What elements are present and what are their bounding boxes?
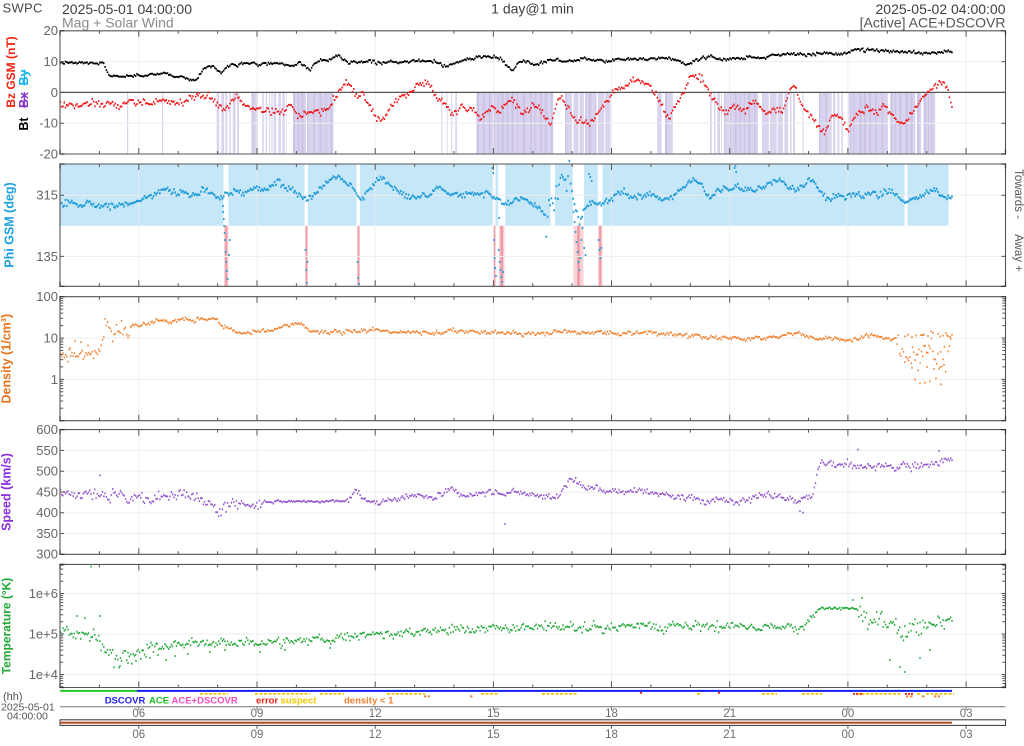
svg-text:550: 550: [36, 443, 58, 458]
svg-text:00: 00: [842, 708, 855, 720]
svg-text:15: 15: [487, 708, 500, 720]
svg-text:06: 06: [132, 729, 145, 741]
svg-text:135: 135: [36, 249, 58, 264]
svg-text:600: 600: [36, 422, 58, 437]
svg-text:20: 20: [44, 23, 58, 38]
svg-text:21: 21: [723, 708, 736, 720]
svg-text:00: 00: [842, 729, 855, 741]
svg-text:450: 450: [36, 484, 58, 499]
svg-text:18: 18: [605, 708, 618, 720]
svg-text:300: 300: [36, 547, 58, 562]
svg-text:SWPC: SWPC: [3, 1, 43, 16]
svg-text:Towards -: Towards -: [1012, 169, 1024, 219]
svg-text:04:00:00: 04:00:00: [7, 711, 48, 723]
svg-text:Temperature (°K): Temperature (°K): [0, 578, 14, 675]
svg-text:(hh): (hh): [3, 691, 23, 703]
svg-text:2025-05-01 04:00:00: 2025-05-01 04:00:00: [62, 1, 192, 17]
svg-text:DSCOVR: DSCOVR: [105, 696, 146, 707]
svg-text:315: 315: [36, 188, 58, 203]
svg-text:Density (1/cm³): Density (1/cm³): [0, 314, 14, 404]
svg-text:500: 500: [36, 464, 58, 479]
svg-text:1: 1: [51, 372, 58, 387]
svg-text:1 day@1 min: 1 day@1 min: [491, 1, 574, 17]
svg-text:18: 18: [605, 729, 618, 741]
svg-text:10: 10: [44, 54, 58, 69]
svg-text:Phi GSM (deg): Phi GSM (deg): [3, 182, 17, 267]
svg-text:density < 1: density < 1: [344, 696, 394, 707]
svg-text:03: 03: [960, 729, 973, 741]
svg-text:09: 09: [251, 729, 264, 741]
svg-text:400: 400: [36, 505, 58, 520]
svg-text:1e+4: 1e+4: [29, 667, 58, 682]
svg-text:350: 350: [36, 526, 58, 541]
svg-text:suspect: suspect: [281, 696, 318, 707]
svg-text:error: error: [256, 696, 278, 707]
svg-text:06: 06: [132, 708, 145, 720]
svg-text:21: 21: [723, 729, 736, 741]
svg-text:2025-05-02 04:00:00: 2025-05-02 04:00:00: [876, 1, 1006, 17]
svg-text:Bz GSM (nT): Bz GSM (nT): [4, 36, 18, 107]
svg-text:0: 0: [51, 85, 58, 100]
svg-text:15: 15: [487, 729, 500, 741]
svg-text:-20: -20: [39, 146, 58, 161]
svg-text:1e+6: 1e+6: [29, 586, 58, 601]
svg-text:09: 09: [251, 708, 264, 720]
svg-text:12: 12: [369, 708, 382, 720]
svg-text:ACE+DSCOVR: ACE+DSCOVR: [172, 696, 238, 707]
svg-text:Bx: Bx: [17, 92, 31, 108]
svg-text:Mag + Solar Wind: Mag + Solar Wind: [62, 15, 174, 31]
svg-text:Away +: Away +: [1012, 234, 1024, 272]
svg-text:Bt: Bt: [17, 117, 31, 131]
svg-text:03: 03: [960, 708, 973, 720]
svg-text:2025-05-01: 2025-05-01: [1, 702, 55, 714]
svg-text:1e+5: 1e+5: [29, 626, 58, 641]
svg-text:By: By: [17, 69, 31, 85]
svg-text:12: 12: [369, 729, 382, 741]
svg-text:ACE: ACE: [149, 696, 169, 707]
svg-text:100: 100: [36, 289, 58, 304]
svg-text:-10: -10: [39, 116, 58, 131]
svg-text:[Active] ACE+DSCOVR: [Active] ACE+DSCOVR: [860, 15, 1006, 31]
svg-text:Speed (km/s): Speed (km/s): [0, 453, 14, 531]
svg-text:10: 10: [44, 330, 58, 345]
